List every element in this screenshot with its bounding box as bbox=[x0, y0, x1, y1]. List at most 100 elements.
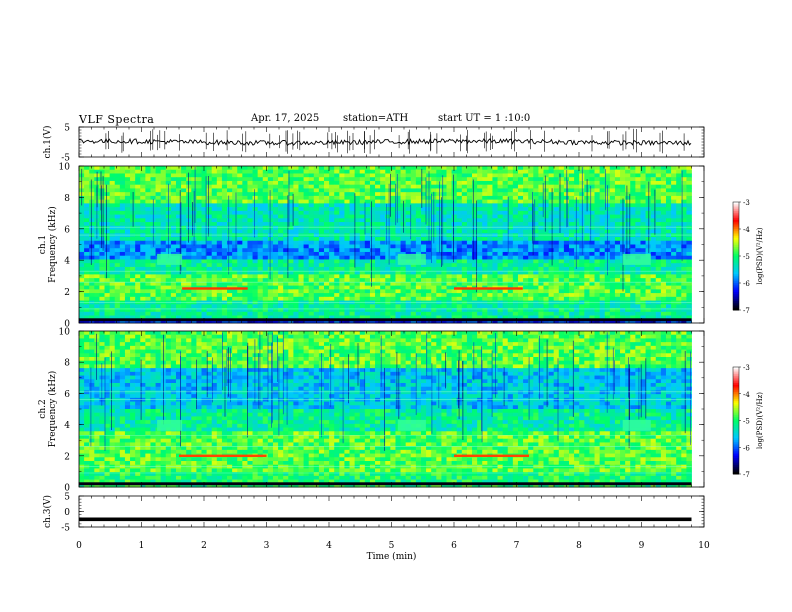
spectrogram-cell bbox=[456, 229, 463, 234]
spectrogram-cell bbox=[655, 199, 662, 204]
spectrogram-cell bbox=[196, 192, 202, 197]
spectrogram-cell bbox=[303, 188, 310, 193]
spectrogram-cell bbox=[446, 319, 452, 324]
spectrogram-cell bbox=[645, 177, 652, 182]
spectrogram-cell bbox=[584, 240, 590, 245]
spectrogram-cell bbox=[329, 195, 335, 201]
spectrogram-cell bbox=[155, 266, 162, 272]
spectrogram-cell bbox=[477, 248, 483, 253]
spectrogram-cell bbox=[303, 263, 310, 268]
spectrogram-cell bbox=[359, 173, 366, 178]
spectrogram-cell bbox=[175, 266, 182, 272]
spectrogram-cell bbox=[466, 315, 473, 320]
spectrogram-cell bbox=[119, 169, 126, 174]
spectrogram-cell bbox=[150, 248, 156, 253]
spectrogram-cell bbox=[364, 315, 371, 320]
spectrogram-cell bbox=[375, 222, 381, 227]
spectrogram-cell bbox=[308, 222, 315, 227]
spectrogram-cell bbox=[630, 304, 636, 309]
spectrogram-cell bbox=[227, 259, 233, 264]
spectrogram-cell bbox=[502, 255, 509, 260]
spectrogram-cell bbox=[655, 222, 662, 227]
spectrogram-cell bbox=[517, 255, 524, 260]
spectrogram-cell bbox=[569, 169, 575, 174]
spectrogram-cell bbox=[395, 180, 401, 186]
spectrogram-cell bbox=[589, 285, 595, 290]
spectrogram-cell bbox=[165, 166, 172, 171]
spectrogram-cell bbox=[130, 255, 136, 260]
spectrogram-cell bbox=[344, 289, 350, 294]
spectrogram-cell bbox=[140, 304, 146, 309]
spectrogram-cell bbox=[415, 237, 422, 242]
spectrogram-cell bbox=[313, 210, 320, 215]
spectrogram-cell bbox=[441, 289, 447, 294]
spectrogram-cell bbox=[380, 214, 386, 219]
spectrogram-cell bbox=[569, 274, 575, 279]
spectrogram-cell bbox=[523, 240, 529, 245]
spectrogram-cell bbox=[385, 281, 391, 287]
spectrogram-cell bbox=[104, 289, 111, 294]
spectrogram-cell bbox=[318, 315, 325, 320]
spectrogram-cell bbox=[512, 289, 519, 294]
spectrogram-cell bbox=[390, 278, 396, 283]
spectrogram-cell bbox=[477, 184, 483, 189]
spectrogram-cell bbox=[671, 218, 677, 223]
spectrogram-cell bbox=[461, 255, 468, 260]
spectrogram-cell bbox=[512, 244, 519, 249]
spectrogram-cell bbox=[614, 177, 621, 182]
spectrogram-cell bbox=[492, 203, 498, 208]
spectrogram-cell bbox=[477, 169, 483, 174]
spectrogram-cell bbox=[160, 315, 167, 320]
spectrogram-cell bbox=[630, 218, 636, 223]
spectrogram-cell bbox=[242, 248, 248, 253]
spectrogram-cell bbox=[211, 293, 218, 298]
spectrogram-cell bbox=[533, 210, 539, 215]
spectrogram-cell bbox=[528, 192, 534, 197]
spectrogram-cell bbox=[604, 285, 611, 290]
spectrogram-cell bbox=[660, 169, 667, 174]
spectrogram-cell bbox=[512, 169, 519, 174]
spectrogram-cell bbox=[609, 274, 616, 279]
spectrogram-cell bbox=[574, 229, 580, 234]
spectrogram-cell bbox=[293, 166, 299, 171]
spectrogram-cell bbox=[267, 180, 274, 186]
spectrogram-cell bbox=[252, 266, 259, 272]
spectrogram-cell bbox=[262, 192, 269, 197]
spectrogram-cell bbox=[558, 240, 565, 245]
spectrogram-cell bbox=[665, 259, 672, 264]
spectrogram-cell bbox=[104, 229, 111, 234]
spectrogram-cell bbox=[227, 319, 233, 324]
spectrogram-cell bbox=[211, 229, 218, 234]
spectrogram-cell bbox=[599, 255, 606, 260]
spectrogram-cell bbox=[272, 244, 279, 249]
spectrogram-cell bbox=[175, 311, 182, 316]
spectrogram-cell bbox=[676, 184, 682, 189]
spectrogram-cell bbox=[681, 177, 687, 182]
spectrogram-cell bbox=[380, 169, 386, 174]
spectrogram-cell bbox=[283, 266, 289, 272]
spectrogram-cell bbox=[630, 263, 636, 268]
spectrogram-cell bbox=[206, 308, 213, 313]
spectrogram-cell bbox=[308, 240, 315, 245]
spectrogram-cell bbox=[175, 203, 182, 208]
spectrogram-cell bbox=[487, 203, 493, 208]
spectrogram-cell bbox=[594, 240, 601, 245]
spectrogram-cell bbox=[165, 304, 172, 309]
spectrogram-cell bbox=[599, 188, 606, 193]
spectrogram-cell bbox=[145, 203, 151, 208]
spectrogram-cell bbox=[313, 251, 320, 257]
spectrogram-cell bbox=[604, 293, 611, 298]
spectrogram-cell bbox=[257, 266, 264, 272]
spectrogram-cell bbox=[548, 237, 555, 242]
spectrogram-cell bbox=[160, 203, 167, 208]
spectrogram-cell bbox=[635, 285, 641, 290]
spectrogram-cell bbox=[242, 192, 248, 197]
spectrogram-cell bbox=[385, 229, 391, 234]
spectrogram-cell bbox=[472, 166, 478, 171]
spectrogram-cell bbox=[359, 218, 366, 223]
spectrogram-cell bbox=[119, 274, 126, 279]
spectrogram-cell bbox=[145, 169, 151, 174]
spectrogram-cell bbox=[94, 304, 100, 309]
spectrogram-cell bbox=[216, 311, 223, 316]
spectrogram-cell bbox=[405, 207, 412, 212]
